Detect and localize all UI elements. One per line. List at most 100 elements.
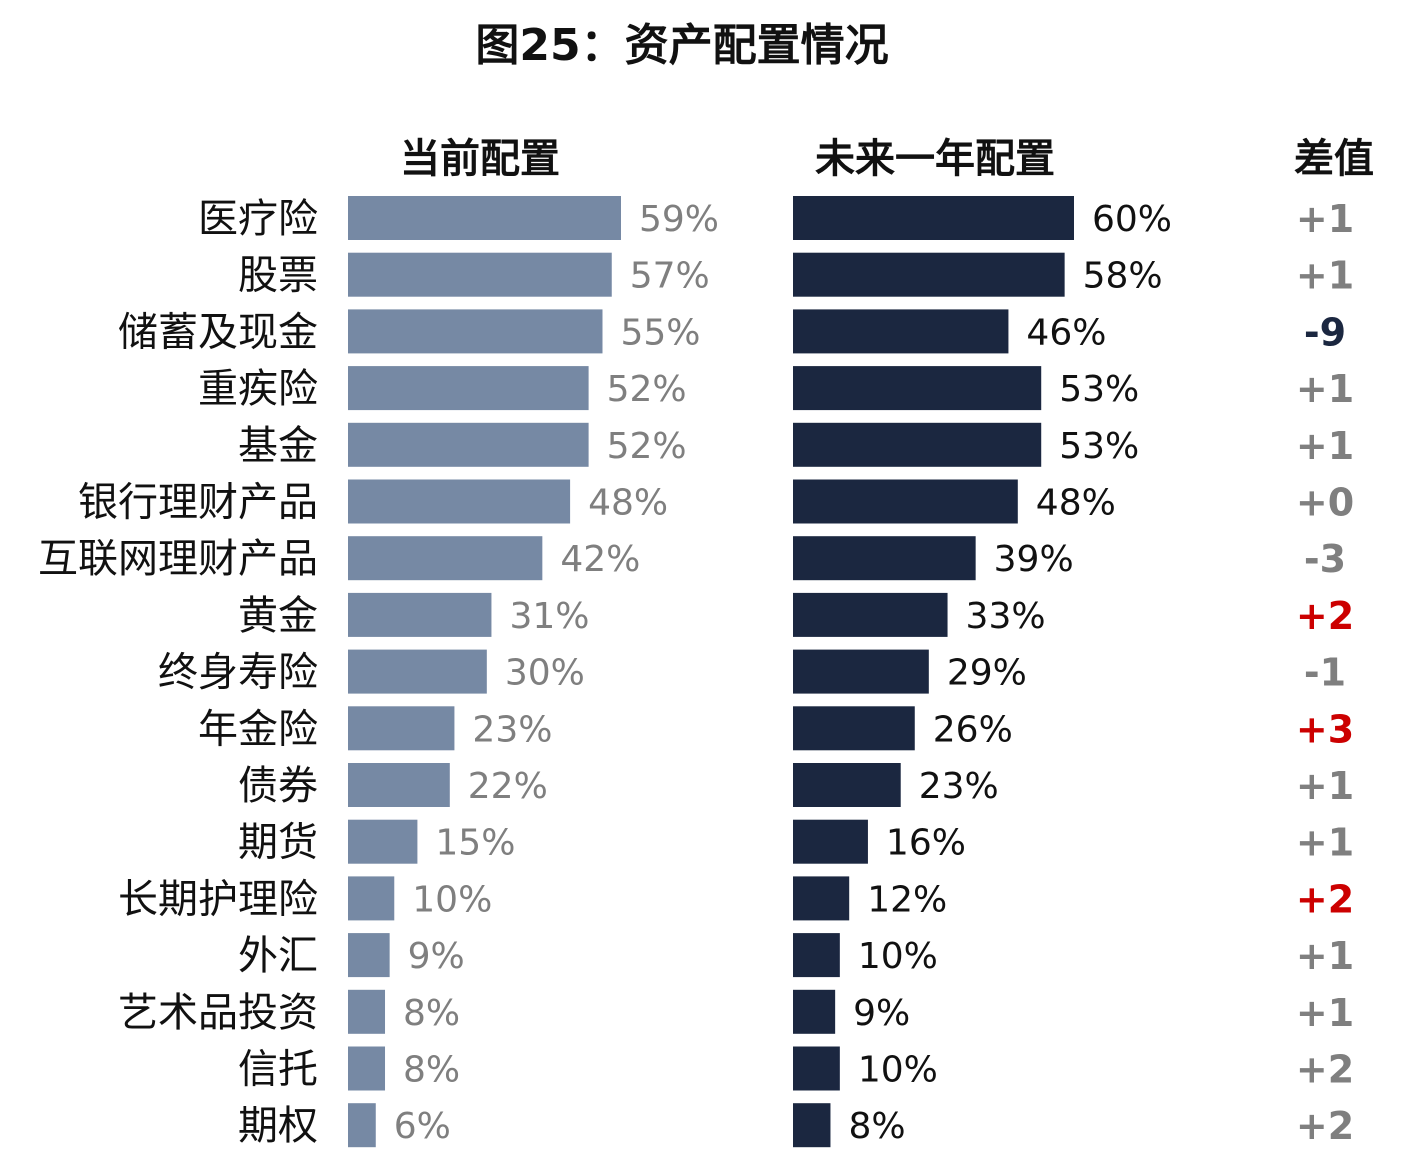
current-value-label: 15% — [435, 823, 515, 864]
current-bar — [348, 309, 603, 354]
diff-value-label: +1 — [1296, 991, 1354, 1035]
category-label: 期权 — [238, 1103, 318, 1149]
future-bar — [793, 649, 929, 694]
future-bar — [793, 366, 1042, 411]
current-value-label: 22% — [468, 766, 548, 807]
column-header-future: 未来一年配置 — [815, 136, 1055, 182]
category-label: 信托 — [238, 1047, 318, 1093]
current-value-label: 52% — [607, 426, 687, 467]
future-value-label: 60% — [1092, 199, 1172, 240]
future-bar — [793, 1046, 840, 1091]
diff-value-label: +1 — [1296, 424, 1354, 468]
future-bar — [793, 196, 1074, 240]
future-bar — [793, 763, 901, 807]
future-value-label: 53% — [1059, 369, 1139, 410]
current-bar — [348, 1103, 376, 1148]
category-label: 股票 — [238, 253, 318, 299]
category-label: 基金 — [238, 423, 318, 469]
future-bar — [793, 536, 976, 581]
current-bar — [348, 422, 589, 467]
future-value-label: 39% — [994, 539, 1074, 580]
current-value-label: 8% — [403, 1050, 460, 1091]
current-value-label: 52% — [607, 369, 687, 410]
category-label: 储蓄及现金 — [118, 309, 318, 355]
current-bar — [348, 706, 455, 751]
future-bar — [793, 479, 1018, 524]
category-label: 重疾险 — [198, 366, 318, 412]
current-value-label: 57% — [630, 256, 710, 297]
current-bar — [348, 366, 589, 411]
future-bar — [793, 252, 1065, 297]
current-value-label: 9% — [408, 936, 465, 977]
current-bar — [348, 536, 543, 581]
diff-value-label: -3 — [1304, 537, 1346, 581]
future-value-label: 33% — [966, 596, 1046, 637]
diff-value-label: +1 — [1296, 821, 1354, 865]
future-value-label: 53% — [1059, 426, 1139, 467]
current-value-label: 23% — [472, 709, 552, 750]
column-header-current: 当前配置 — [400, 136, 560, 182]
chart-title: 图25：资产配置情况 — [475, 20, 888, 71]
current-bar — [348, 876, 395, 921]
current-bar — [348, 819, 418, 864]
future-value-label: 16% — [886, 823, 966, 864]
future-value-label: 8% — [848, 1106, 905, 1147]
current-bar — [348, 933, 390, 978]
future-value-label: 10% — [858, 1050, 938, 1091]
future-value-label: 23% — [919, 766, 999, 807]
current-bar — [348, 196, 621, 240]
future-bar — [793, 422, 1042, 467]
current-value-label: 59% — [639, 199, 719, 240]
current-value-label: 48% — [588, 483, 668, 524]
future-value-label: 12% — [867, 879, 947, 920]
current-value-label: 31% — [509, 596, 589, 637]
category-label: 终身寿险 — [158, 650, 318, 696]
current-value-label: 6% — [394, 1106, 451, 1147]
future-bar — [793, 933, 840, 978]
category-label: 银行理财产品 — [78, 480, 318, 526]
diff-value-label: +1 — [1296, 197, 1354, 241]
future-value-label: 10% — [858, 936, 938, 977]
diff-value-label: +1 — [1296, 764, 1354, 808]
diff-value-label: +2 — [1296, 1104, 1354, 1148]
current-value-label: 30% — [505, 653, 585, 694]
future-bar — [793, 1103, 831, 1148]
current-bar — [348, 989, 386, 1034]
category-label: 外汇 — [238, 933, 318, 979]
diff-value-label: -9 — [1304, 310, 1346, 354]
current-value-label: 55% — [620, 312, 700, 353]
current-value-label: 10% — [412, 879, 492, 920]
future-bar — [793, 706, 915, 751]
category-label: 长期护理险 — [118, 876, 318, 922]
current-bar — [348, 479, 571, 524]
future-bar — [793, 309, 1009, 354]
diff-value-label: +1 — [1296, 934, 1354, 978]
future-value-label: 29% — [947, 653, 1027, 694]
future-bar — [793, 592, 948, 637]
diff-value-label: +3 — [1296, 707, 1354, 751]
diff-value-label: +2 — [1296, 877, 1354, 921]
future-value-label: 46% — [1026, 312, 1106, 353]
category-label: 债券 — [238, 763, 318, 809]
category-label: 期货 — [238, 820, 318, 866]
diff-value-label: -1 — [1304, 651, 1346, 695]
future-value-label: 9% — [853, 993, 910, 1034]
category-label: 医疗险 — [198, 196, 318, 242]
chart-rows: 医疗险 59% 60% +1 股票 57% 58% +1 储蓄及现金 55% 46% -9 重疾险 52%… — [38, 196, 1354, 1149]
category-label: 艺术品投资 — [118, 990, 318, 1036]
current-bar — [348, 763, 450, 807]
future-bar — [793, 819, 868, 864]
current-value-label: 42% — [560, 539, 640, 580]
current-bar — [348, 592, 492, 637]
diff-value-label: +0 — [1296, 481, 1354, 525]
future-bar — [793, 989, 836, 1034]
current-bar — [348, 1046, 386, 1091]
current-bar — [348, 649, 487, 694]
future-value-label: 26% — [933, 709, 1013, 750]
column-header-diff: 差值 — [1294, 136, 1374, 182]
current-bar — [348, 252, 612, 297]
diff-value-label: +1 — [1296, 254, 1354, 298]
diff-value-label: +2 — [1296, 594, 1354, 638]
current-value-label: 8% — [403, 993, 460, 1034]
